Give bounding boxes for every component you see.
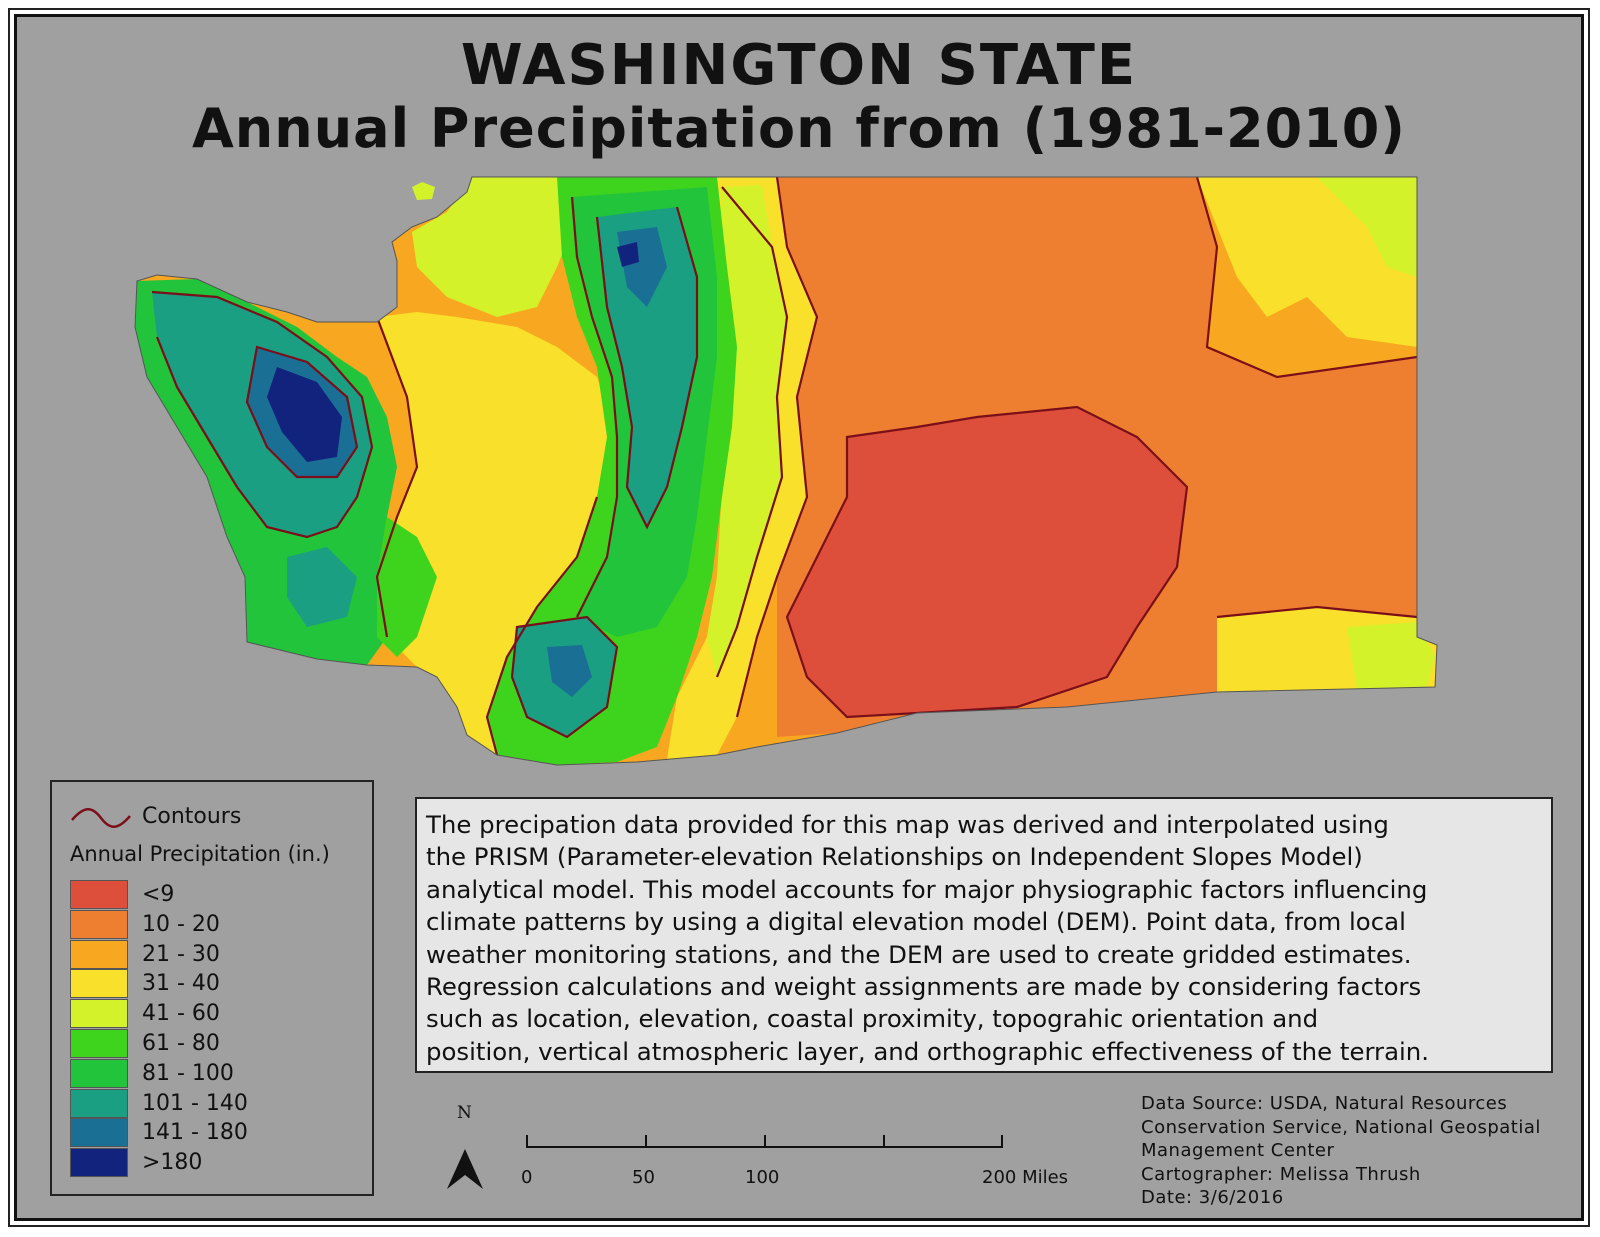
contour-line: [245, 345, 359, 479]
legend-swatch: [70, 909, 128, 939]
precip-zone-31-40-puget: [377, 312, 617, 755]
description-text-box: The precipation data provided for this m…: [415, 797, 1553, 1073]
contour-line: [595, 206, 699, 530]
legend-item-label: 21 - 30: [142, 941, 220, 967]
data-source-credits: Data Source: USDA, Natural Resources Con…: [1141, 1093, 1541, 1208]
precip-zone-101-140-north-cascades: [597, 207, 697, 527]
legend-swatch: [70, 999, 128, 1029]
contour-lines: [151, 177, 1418, 756]
contour-line: [1195, 177, 1418, 379]
legend-title: Annual Precipitation (in.): [70, 842, 330, 866]
north-arrow-icon: [447, 1149, 483, 1189]
contour-line: [375, 316, 419, 638]
contour-line: [510, 615, 619, 739]
legend-swatch: [70, 880, 128, 909]
legend-item-label: <9: [142, 882, 175, 907]
precip-zone-61-80-willapa: [377, 517, 437, 657]
contour-line: [785, 405, 1189, 719]
legend-swatch: [70, 1088, 128, 1118]
legend-item-label: 141 - 180: [142, 1120, 248, 1146]
island-san-juan: [412, 182, 435, 200]
contour-line: [715, 186, 789, 678]
scale-label-50: 50: [632, 1167, 655, 1188]
legend-swatch: [70, 939, 128, 969]
legend-swatch: [70, 1118, 128, 1148]
scale-bar: [526, 1135, 1003, 1148]
precip-zone-under-9: [787, 407, 1187, 717]
map-title-line2: Annual Precipitation from (1981-2010): [192, 97, 1406, 160]
contour-line-icon: [71, 808, 131, 828]
precip-zone-over-180-north-cascades: [617, 242, 639, 267]
contour-line: [735, 177, 819, 718]
precip-zone-141-180-rainier: [547, 645, 592, 697]
legend-contours-label: Contours: [142, 804, 242, 829]
legend-item-label: 81 - 100: [142, 1060, 234, 1086]
contour-line: [570, 196, 619, 618]
washington-precipitation-map: [134, 176, 1438, 1189]
contour-line: [151, 290, 374, 539]
legend-item-label: 10 - 20: [142, 911, 220, 937]
legend-item-label: 61 - 80: [142, 1030, 220, 1056]
legend-swatch: [70, 1058, 128, 1088]
precip-zone-41-60-southeast: [1347, 622, 1435, 689]
legend-item-label: 101 - 140: [142, 1090, 248, 1116]
map-title: WASHINGTON STATE Annual Precipitation fr…: [17, 35, 1581, 161]
map-title-line1: WASHINGTON STATE: [460, 33, 1138, 98]
precipitation-raster: [135, 177, 1437, 765]
scale-label-0: 0: [521, 1167, 533, 1188]
contour-line: [485, 496, 599, 756]
precip-zone-101-140-willapa: [287, 547, 357, 627]
legend-item-label: 41 - 60: [142, 1001, 220, 1027]
legend-swatch: [70, 1148, 128, 1178]
north-arrow-label: N: [457, 1103, 472, 1123]
legend-swatch: [70, 1028, 128, 1058]
scale-label-200-miles: 200 Miles: [982, 1167, 1069, 1188]
precip-zone-41-60-northeast: [1317, 177, 1417, 277]
contour-line: [1216, 605, 1418, 619]
legend: Contours Annual Precipitation (in.) <9 10…: [50, 780, 374, 1196]
precip-zone-41-60-northwest: [412, 177, 577, 317]
map-frame: WASHINGTON STATE Annual Precipitation fr…: [14, 14, 1584, 1221]
state-outline: [134, 176, 1438, 766]
legend-item-label: 31 - 40: [142, 971, 220, 997]
legend-swatch: [70, 969, 128, 999]
scale-label-100: 100: [745, 1167, 780, 1188]
precip-zone-over-180-olympics: [267, 367, 342, 462]
legend-item-label: >180: [142, 1150, 203, 1176]
